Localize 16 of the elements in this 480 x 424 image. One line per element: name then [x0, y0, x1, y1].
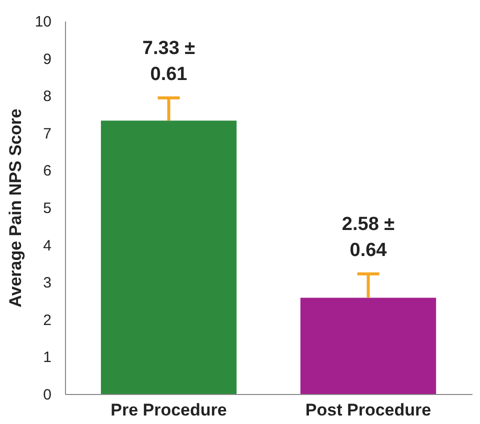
y-tick-label: 5 — [43, 200, 52, 217]
x-tick-label: Pre Procedure — [110, 400, 227, 420]
data-label: 7.33 ± 0.61 — [142, 38, 196, 85]
x-tick-label: Post Procedure — [305, 400, 432, 420]
y-tick-label: 8 — [43, 88, 52, 106]
y-tick-label: 6 — [43, 162, 52, 180]
y-axis-title: Average Pain NPS Score — [6, 108, 25, 308]
y-tick-label: 3 — [43, 274, 52, 292]
y-tick-label: 10 — [34, 14, 52, 30]
y-tick-label: 1 — [43, 349, 52, 366]
y-tick-label: 7 — [43, 125, 52, 142]
y-tick-label: 0 — [43, 386, 52, 404]
y-tick-label: 9 — [43, 50, 52, 68]
y-tick-label: 2 — [43, 312, 52, 329]
data-label: 2.58 ± 0.64 — [342, 214, 395, 261]
y-tick-label: 4 — [43, 237, 52, 254]
